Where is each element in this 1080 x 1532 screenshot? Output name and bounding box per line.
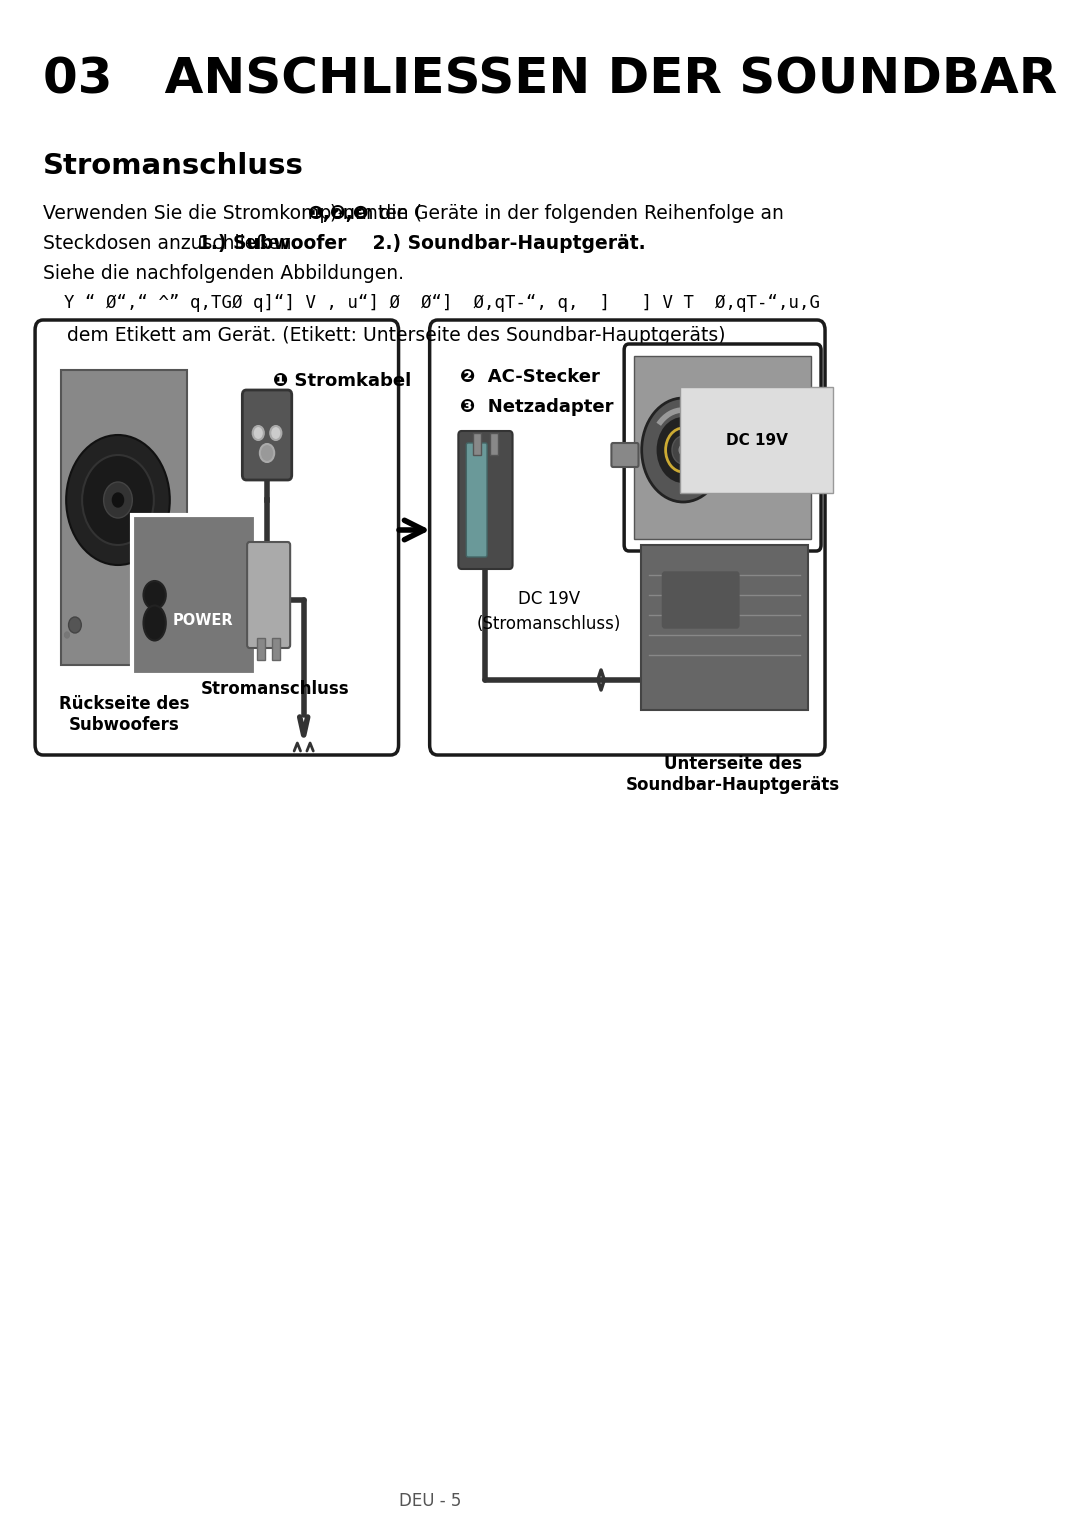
FancyBboxPatch shape [473,434,481,455]
Text: ❶,❷,❸: ❶,❷,❸ [308,204,369,224]
FancyBboxPatch shape [490,434,498,455]
Text: Stromanschluss: Stromanschluss [43,152,303,179]
Circle shape [679,444,687,455]
FancyBboxPatch shape [467,443,487,558]
FancyBboxPatch shape [247,542,291,648]
Circle shape [104,483,133,518]
Text: ) um die Geräte in der folgenden Reihenfolge an: ) um die Geräte in der folgenden Reihenf… [330,204,784,224]
FancyBboxPatch shape [634,355,811,539]
Circle shape [65,633,69,637]
Text: DEU - 5: DEU - 5 [400,1492,461,1511]
Circle shape [82,455,153,545]
Text: dem Etikett am Gerät. (Etikett: Unterseite des Soundbar-Hauptgeräts): dem Etikett am Gerät. (Etikett: Untersei… [43,326,726,345]
Text: Unterseite des
Soundbar-Hauptgeräts: Unterseite des Soundbar-Hauptgeräts [625,755,839,794]
Text: Stromanschluss: Stromanschluss [201,680,349,699]
Circle shape [642,398,725,502]
Text: POWER: POWER [172,613,233,628]
Text: Rückseite des
Subwoofers: Rückseite des Subwoofers [59,696,190,734]
Text: Y “ Ø“,“ ^” q,TGØ q]“] V , u“] Ø  Ø“]  Ø,qT-“, q,  ]   ] V T  Ø,qT-“,u,G: Y “ Ø“,“ ^” q,TGØ q]“] V , u“] Ø Ø“] Ø,q… [43,294,820,313]
FancyBboxPatch shape [133,515,256,676]
Text: 03   ANSCHLIESSEN DER SOUNDBAR: 03 ANSCHLIESSEN DER SOUNDBAR [43,55,1057,103]
Circle shape [260,444,274,463]
FancyBboxPatch shape [242,391,292,480]
FancyBboxPatch shape [611,443,638,467]
Text: Steckdosen anzuschließen:: Steckdosen anzuschließen: [43,234,303,253]
FancyBboxPatch shape [60,371,187,665]
Text: DC 19V: DC 19V [518,590,580,608]
FancyBboxPatch shape [35,320,399,755]
FancyBboxPatch shape [257,637,266,660]
Text: DC 19V: DC 19V [726,432,787,447]
Circle shape [68,617,81,633]
FancyBboxPatch shape [662,571,739,628]
Circle shape [658,418,708,483]
Circle shape [66,435,170,565]
Text: Verwenden Sie die Stromkomponenten (: Verwenden Sie die Stromkomponenten ( [43,204,422,224]
Text: Siehe die nachfolgenden Abbildungen.: Siehe die nachfolgenden Abbildungen. [43,264,404,283]
FancyBboxPatch shape [624,345,821,552]
Text: ❷  AC-Stecker: ❷ AC-Stecker [460,368,599,386]
Text: ❸  Netzadapter: ❸ Netzadapter [460,398,613,417]
Text: (Stromanschluss): (Stromanschluss) [477,614,621,633]
Circle shape [253,426,264,440]
FancyBboxPatch shape [430,320,825,755]
Ellipse shape [144,581,166,610]
Text: ❶ Stromkabel: ❶ Stromkabel [273,372,411,391]
Text: 1.) Subwoofer    2.) Soundbar-Hauptgerät.: 1.) Subwoofer 2.) Soundbar-Hauptgerät. [199,234,646,253]
Circle shape [672,437,694,464]
Ellipse shape [144,605,166,640]
Circle shape [270,426,282,440]
FancyBboxPatch shape [640,545,808,709]
Circle shape [112,493,123,507]
FancyBboxPatch shape [272,637,280,660]
FancyBboxPatch shape [458,430,513,568]
